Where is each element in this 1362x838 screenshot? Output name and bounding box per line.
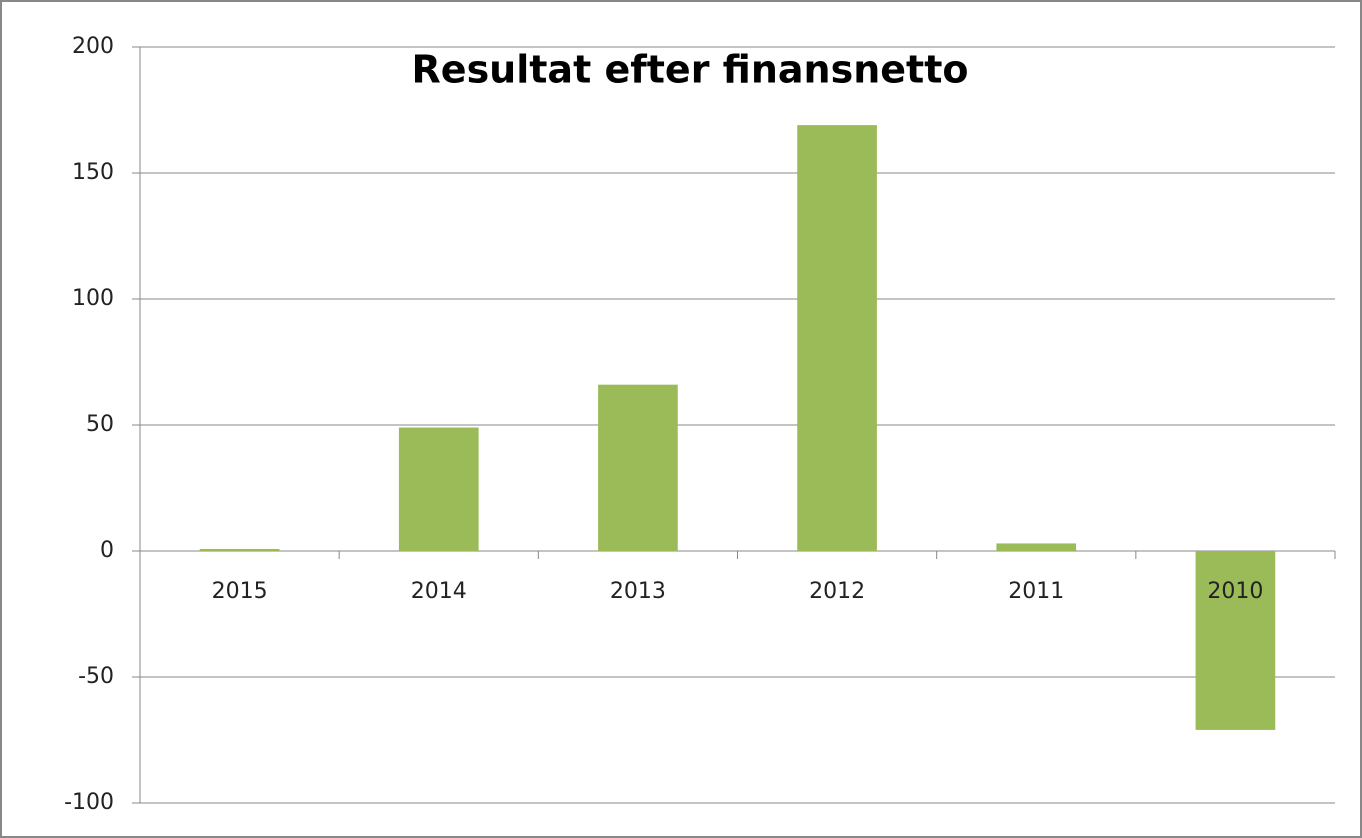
bar — [398, 427, 479, 551]
bar — [1195, 551, 1276, 730]
bar — [996, 543, 1077, 551]
y-tick-label: 200 — [72, 34, 114, 59]
y-tick-label: -50 — [78, 664, 114, 689]
y-tick-label: 100 — [72, 286, 114, 311]
chart-title: Resultat efter finansnetto — [412, 48, 969, 92]
y-tick-label: 50 — [86, 412, 114, 437]
x-tick-label: 2015 — [212, 579, 268, 604]
bar — [598, 384, 678, 551]
x-tick-label: 2012 — [809, 579, 865, 604]
x-tick-label: 2010 — [1207, 579, 1263, 604]
x-tick-label: 2011 — [1008, 579, 1064, 604]
bar — [797, 125, 877, 552]
bar — [199, 548, 280, 551]
x-tick-label: 2014 — [411, 579, 467, 604]
x-tick-label: 2013 — [610, 579, 666, 604]
y-tick-label: 150 — [72, 160, 114, 185]
y-tick-label: 0 — [100, 538, 114, 563]
y-tick-label: -100 — [64, 790, 114, 815]
